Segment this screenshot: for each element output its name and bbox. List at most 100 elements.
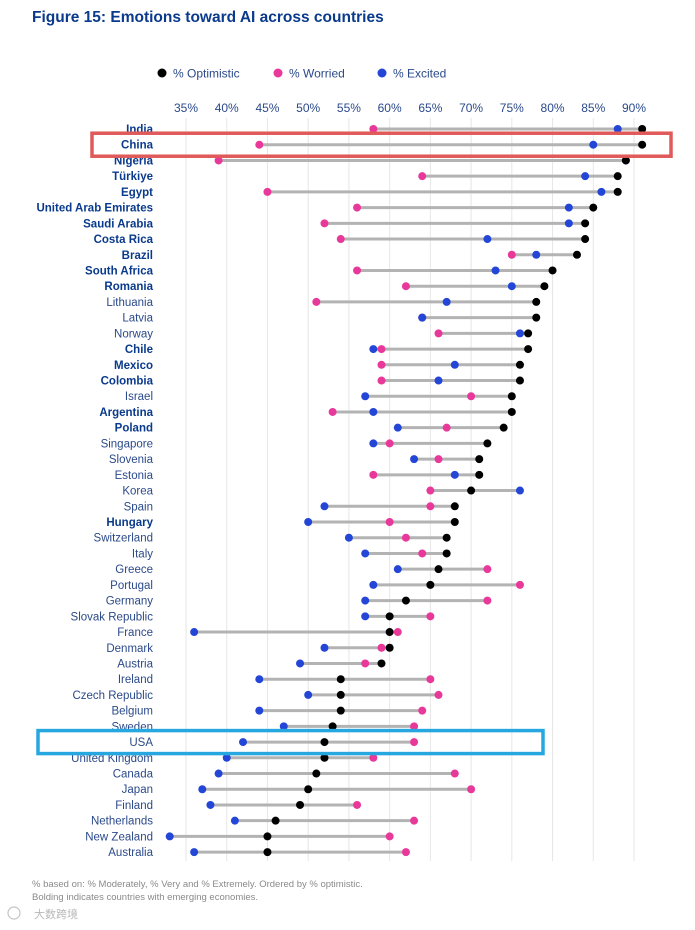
legend-optimistic-marker xyxy=(157,68,167,78)
point-excited-turkiye xyxy=(581,172,590,181)
country-label-latvia: Latvia xyxy=(122,313,153,325)
point-excited-chile xyxy=(369,345,378,354)
point-optimistic-south-africa xyxy=(548,266,557,275)
point-worried-korea xyxy=(426,486,435,495)
x-tick-label-45: 45% xyxy=(255,101,279,115)
row-singapore: Singapore xyxy=(101,438,492,450)
country-label-australia: Australia xyxy=(108,847,153,859)
point-worried-chile xyxy=(377,345,386,354)
row-ireland: Ireland xyxy=(118,674,435,686)
country-label-lithuania: Lithuania xyxy=(106,297,153,309)
country-label-new-zealand: New Zealand xyxy=(85,831,153,843)
row-italy: Italy xyxy=(132,548,451,560)
point-worried-poland xyxy=(442,423,451,432)
country-label-italy: Italy xyxy=(132,548,153,560)
row-israel: Israel xyxy=(125,391,516,403)
point-worried-india xyxy=(369,125,378,133)
point-worried-usa xyxy=(410,738,419,747)
country-label-saudi-arabia: Saudi Arabia xyxy=(83,218,153,230)
point-excited-india xyxy=(613,125,622,133)
point-worried-colombia xyxy=(377,376,386,385)
gridlines xyxy=(185,118,635,862)
country-label-switzerland: Switzerland xyxy=(94,533,153,545)
point-worried-slovak-republic xyxy=(426,612,435,621)
country-label-netherlands: Netherlands xyxy=(91,816,153,828)
x-tick-label-60: 60% xyxy=(378,101,402,115)
point-worried-france xyxy=(393,628,402,637)
country-label-portugal: Portugal xyxy=(110,580,153,592)
country-label-japan: Japan xyxy=(122,784,153,796)
point-worried-finland xyxy=(353,800,362,809)
point-excited-south-africa xyxy=(491,266,500,275)
point-excited-austria xyxy=(296,659,305,668)
point-worried-nigeria xyxy=(214,156,223,165)
point-optimistic-costa-rica xyxy=(581,235,590,244)
point-excited-romania xyxy=(507,282,516,291)
point-excited-netherlands xyxy=(230,816,239,825)
point-optimistic-chile xyxy=(524,345,533,354)
point-optimistic-israel xyxy=(507,392,516,401)
row-saudi-arabia: Saudi Arabia xyxy=(83,218,590,230)
point-worried-switzerland xyxy=(401,533,410,542)
x-tick-label-40: 40% xyxy=(215,101,239,115)
point-optimistic-estonia xyxy=(475,470,484,479)
point-excited-france xyxy=(190,628,199,637)
point-optimistic-romania xyxy=(540,282,549,291)
watermark-icon xyxy=(7,906,21,920)
point-excited-new-zealand xyxy=(165,832,174,841)
country-label-germany: Germany xyxy=(106,596,154,608)
row-australia: Australia xyxy=(108,847,410,859)
point-worried-greece xyxy=(483,565,492,574)
row-slovak-republic: Slovak Republic xyxy=(71,611,435,623)
row-czech-republic: Czech Republic xyxy=(72,690,443,702)
country-label-mexico: Mexico xyxy=(114,360,153,372)
point-worried-hungary xyxy=(385,518,394,526)
country-label-turkiye: Türkiye xyxy=(112,171,153,183)
point-excited-slovenia xyxy=(410,455,419,464)
point-excited-belgium xyxy=(255,706,264,715)
point-excited-estonia xyxy=(450,470,459,479)
point-optimistic-hungary xyxy=(450,518,459,526)
point-worried-austria xyxy=(361,659,370,668)
row-latvia: Latvia xyxy=(122,313,541,325)
point-worried-ireland xyxy=(426,675,435,684)
country-label-korea: Korea xyxy=(122,486,153,498)
country-label-austria: Austria xyxy=(117,658,153,670)
point-excited-costa-rica xyxy=(483,235,492,244)
point-optimistic-austria xyxy=(377,659,386,668)
country-label-egypt: Egypt xyxy=(121,187,153,199)
point-excited-singapore xyxy=(369,439,378,448)
point-optimistic-egypt xyxy=(613,187,622,196)
x-tick-label-65: 65% xyxy=(418,101,442,115)
row-belgium: Belgium xyxy=(111,706,427,718)
row-new-zealand: New Zealand xyxy=(85,831,394,843)
highlight-box-usa xyxy=(36,728,545,756)
x-axis-ticks: 35% 40% 45% 50% 55% 60% 65% 70% 75% 80% 85% 90% xyxy=(174,101,646,115)
point-optimistic-saudi-arabia xyxy=(581,219,590,228)
x-tick-label-55: 55% xyxy=(337,101,361,115)
point-optimistic-canada xyxy=(312,769,321,778)
point-excited-argentina xyxy=(369,407,378,416)
point-optimistic-lithuania xyxy=(532,297,541,306)
point-excited-china xyxy=(589,140,598,149)
point-worried-argentina xyxy=(328,407,337,416)
row-usa: USA xyxy=(129,737,419,749)
point-excited-spain xyxy=(320,502,329,511)
point-excited-egypt xyxy=(597,187,606,196)
country-label-denmark: Denmark xyxy=(106,643,153,655)
point-worried-new-zealand xyxy=(385,832,394,841)
point-excited-slovak-republic xyxy=(361,612,370,621)
chart-legend: % Optimistic % Worried % Excited xyxy=(157,67,446,81)
point-worried-singapore xyxy=(385,439,394,448)
point-excited-australia xyxy=(190,848,199,857)
row-austria: Austria xyxy=(117,658,386,670)
legend-optimistic-label: % Optimistic xyxy=(173,67,240,81)
point-optimistic-france xyxy=(385,628,394,637)
x-tick-label-85: 85% xyxy=(581,101,605,115)
x-tick-label-90: 90% xyxy=(622,101,646,115)
country-label-usa: USA xyxy=(129,737,153,749)
row-portugal: Portugal xyxy=(110,580,524,592)
point-optimistic-turkiye xyxy=(613,172,622,181)
country-label-greece: Greece xyxy=(115,564,153,576)
point-excited-brazil xyxy=(532,250,541,259)
